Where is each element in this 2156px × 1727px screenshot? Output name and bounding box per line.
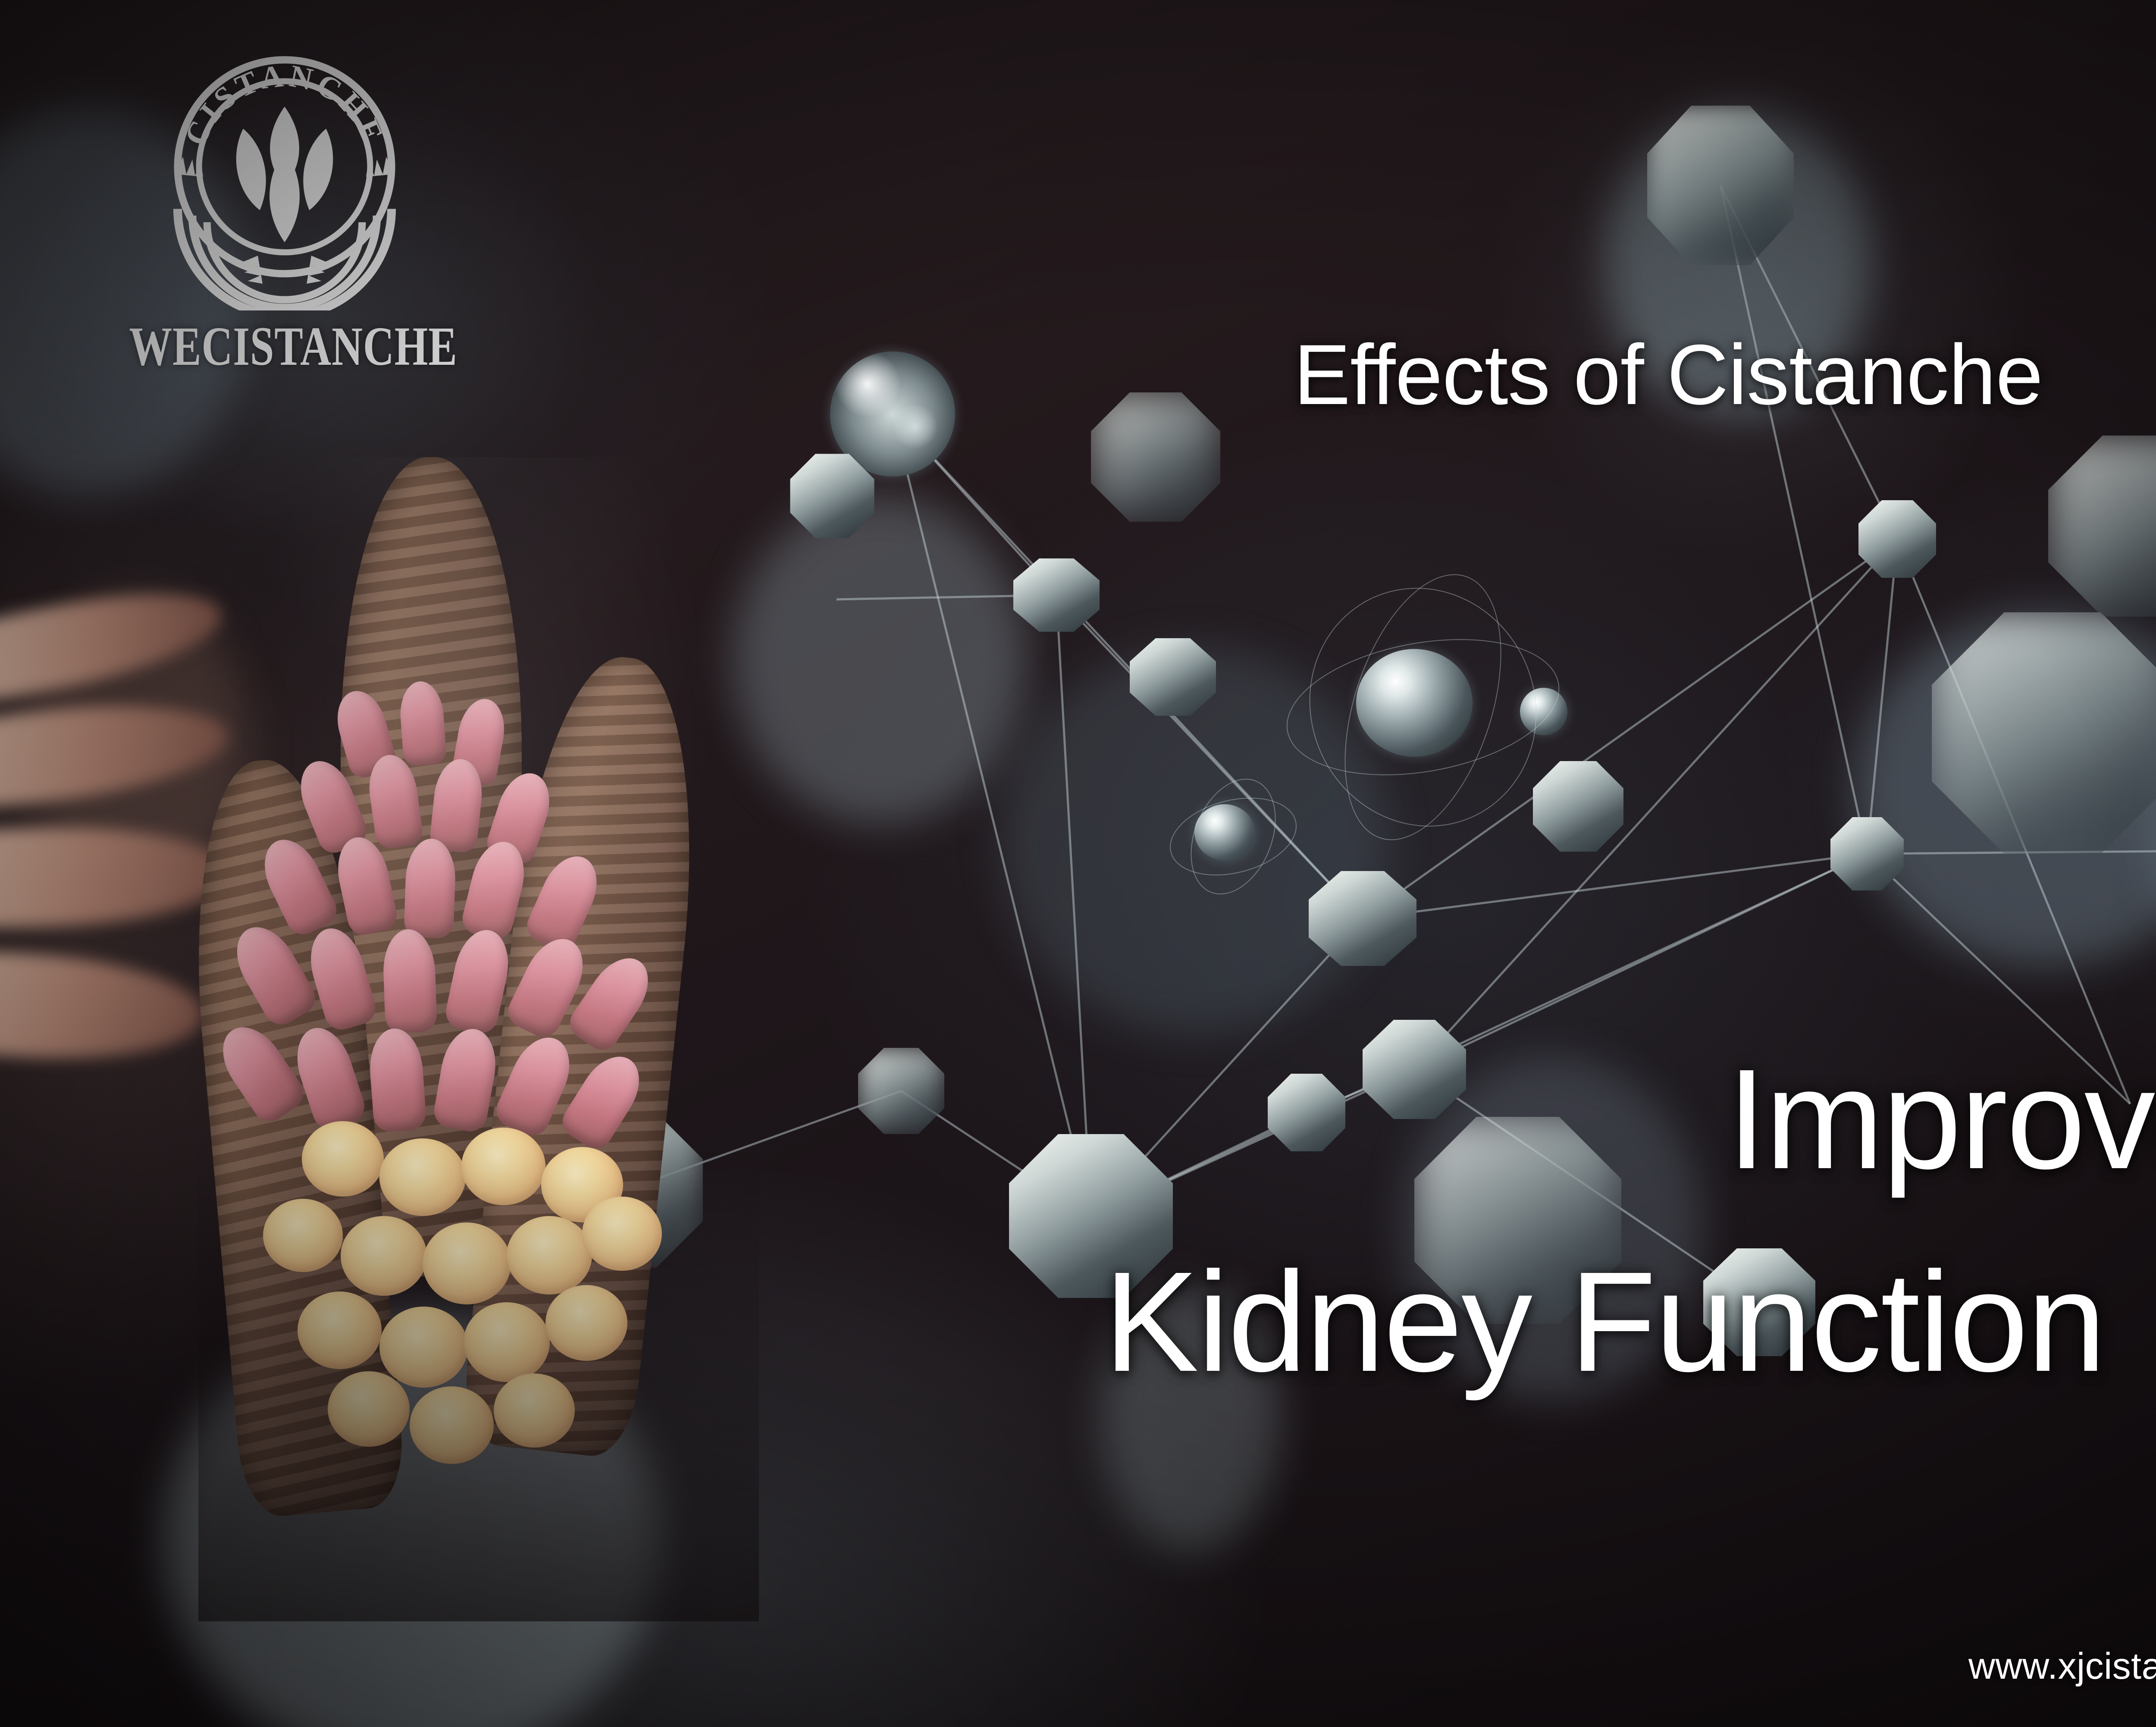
headline-line-1: Improve xyxy=(1727,1039,2156,1198)
website-url[interactable]: www.xjcistanche.com xyxy=(1968,1646,2156,1687)
eyebrow-title: Effects of Cistanche xyxy=(1294,327,2043,422)
headline-line-2: Kidney Function xyxy=(1104,1242,2106,1401)
